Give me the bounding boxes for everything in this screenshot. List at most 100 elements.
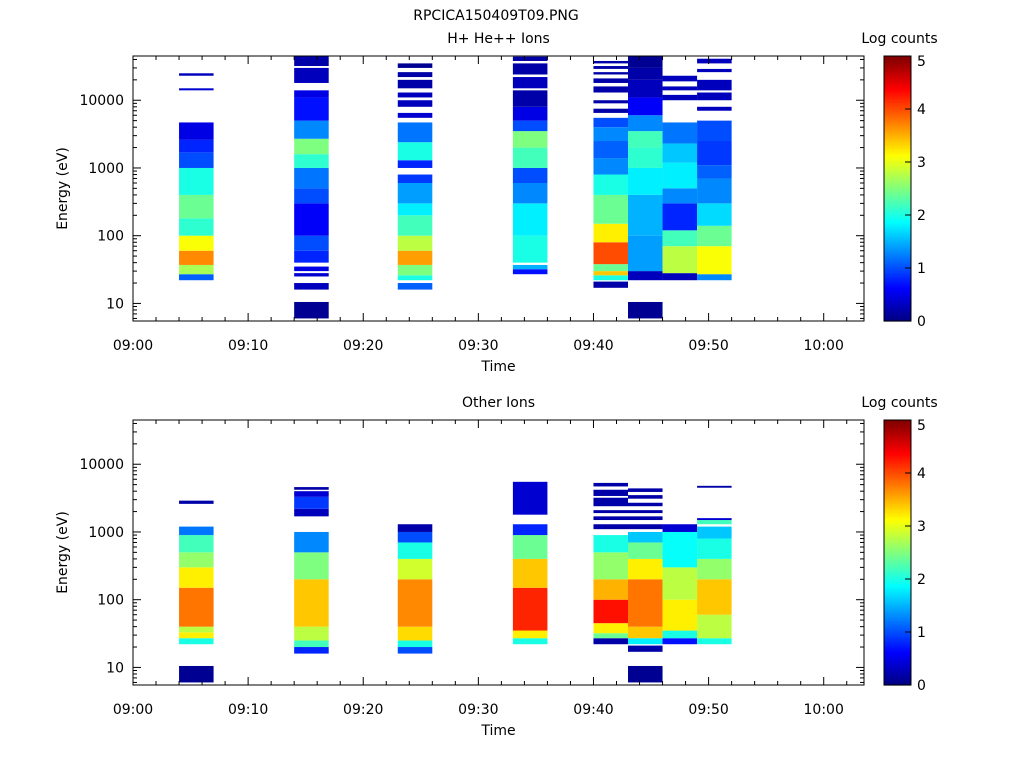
colorbar-segment [884,541,911,545]
spectrogram-cell [662,246,698,274]
spectrogram-cell [628,271,663,281]
spectrogram-cell [397,235,433,251]
spectrogram-cell [628,235,663,272]
spectrogram-cell [397,160,433,168]
colorbar-segment [884,623,911,626]
spectrogram-cell [179,526,214,536]
x-tick-label: 09:00 [113,702,153,718]
spectrogram-cell [628,495,663,499]
colorbar-frame [883,55,912,322]
spectrogram-cell [697,178,732,204]
colorbar-segment [884,508,911,512]
colorbar-segment [884,173,911,176]
spectrogram-cell [628,645,663,652]
spectrogram-cell [628,524,663,530]
spectrogram-cell [628,638,663,645]
spectrogram-cell [512,77,548,89]
colorbar-segment [884,647,911,651]
x-tick-label: 09:20 [343,702,383,718]
colorbar-segment [884,84,911,88]
colorbar-segment [884,162,911,165]
colorbar-segment [884,67,911,70]
spectrogram-cell [179,218,214,236]
spectrogram-cell [179,500,214,504]
spectrogram-cell [697,58,732,64]
colorbar-segment [884,292,911,296]
spectrogram-cell [397,250,433,265]
colorbar-segment [884,91,911,95]
colorbar-segment [884,179,911,183]
x-axis-label: Time [480,359,515,375]
colorbar-segment [884,585,911,589]
colorbar-segment [884,60,911,64]
colorbar-segment [884,243,911,247]
colorbar-segment [884,481,911,485]
colorbar-segment [884,294,911,298]
colorbar-segment [884,484,911,487]
spectrogram-cell [512,535,548,559]
colorbar-tick-label: 1 [917,261,926,277]
colorbar-segment [884,561,911,565]
colorbar-segment [884,186,911,190]
x-tick-label: 09:40 [573,338,613,354]
spectrogram-cell [662,143,698,163]
colorbar-segment [884,287,911,291]
spectrogram-cell [593,78,629,83]
colorbar-segment [884,461,911,465]
colorbar-segment [884,673,911,677]
colorbar-segment [884,669,911,673]
colorbar-segment [884,501,911,505]
colorbar-segment [884,285,911,289]
colorbar-segment [884,170,911,174]
spectrogram-cell [294,167,329,189]
spectrogram-cell [697,106,732,111]
colorbar-segment [884,609,911,613]
colorbar-segment [884,115,911,119]
spectrogram-cell [593,174,629,195]
colorbar-segment [884,142,911,145]
spectrogram-cell [628,147,663,168]
colorbar-segment [884,89,911,92]
colorbar-segment [884,144,911,148]
colorbar-segment [884,420,911,423]
colorbar-segment [884,97,911,101]
colorbar-segment [884,512,911,516]
colorbar-segment [884,168,911,172]
spectrogram-cell [512,558,548,588]
colorbar-segment [884,618,911,622]
spectrogram-cell [294,90,329,98]
spectrogram-cell [397,142,433,161]
spectrogram-cell [628,301,663,319]
spectrogram-cell [179,250,214,265]
colorbar-segment [884,514,911,518]
spectrogram-cell [593,223,629,243]
x-tick-label: 09:10 [228,338,268,354]
colorbar-segment [884,442,911,445]
colorbar-segment [884,583,911,587]
spectrogram-cell [593,623,629,634]
spectrogram-cell [628,97,663,116]
colorbar-segment [884,665,911,668]
spectrogram-cell [697,579,732,615]
spectrogram-cell [628,531,663,543]
colorbar-segment [884,448,911,452]
colorbar-tick-label: 2 [917,208,926,224]
colorbar-segment [884,530,911,534]
spectrogram-cell [662,94,698,101]
spectrogram-cell [697,638,732,645]
spectrogram-cell [697,203,732,226]
colorbar-segment [884,80,911,84]
spectrogram-cell [179,194,214,219]
colorbar-segment [884,479,911,483]
colorbar-segment [884,56,911,59]
colorbar-segment [884,73,911,77]
colorbar-segment [884,643,911,646]
spectrogram-cell [593,524,629,530]
colorbar-segment [884,682,911,686]
colorbar-segment [884,492,911,496]
spectrogram-cell [512,182,548,204]
spectrogram-cell [397,203,433,216]
colorbar-segment [884,638,911,642]
spectrogram-cell [593,599,629,624]
